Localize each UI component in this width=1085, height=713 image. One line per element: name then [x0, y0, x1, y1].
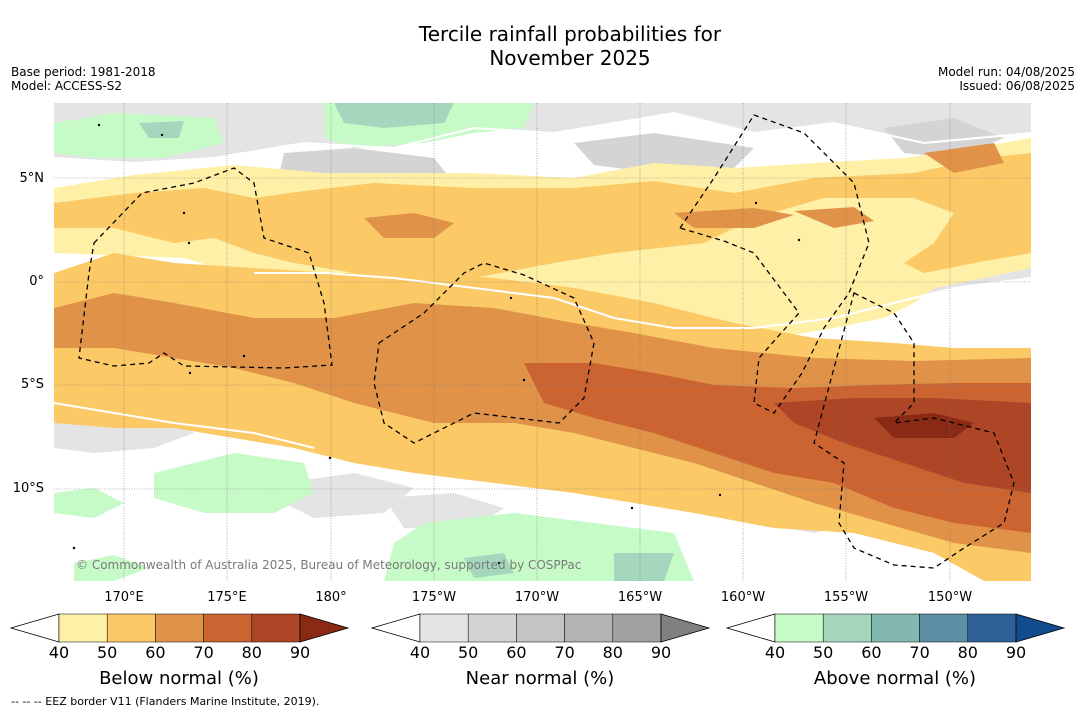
metadata-right: Model run: 04/08/2025 Issued: 06/08/2025 [938, 65, 1075, 93]
above-normal-regions [54, 103, 694, 581]
lat-label-5s: 5°S [20, 377, 44, 392]
colorbar-above-segment [919, 613, 969, 643]
colorbar-below-segment [58, 613, 108, 643]
colorbar-below-high-extension [299, 613, 350, 643]
colorbar-above-segment [822, 613, 872, 643]
colorbar-near-segment [516, 613, 565, 643]
colorbar-tick-label: 80 [241, 643, 262, 662]
below-normal-label: Below normal (%) [99, 668, 259, 689]
chart-title: Tercile rainfall probabilities for Novem… [0, 22, 1085, 70]
lat-label-0: 0° [29, 274, 44, 289]
colorbar-tick-label: 70 [909, 643, 930, 662]
colorbar-below-segment [203, 613, 253, 643]
lon-label-170e: 170°E [104, 590, 144, 605]
lon-label-175w: 175°W [411, 590, 457, 605]
issued-date: Issued: 06/08/2025 [959, 79, 1075, 93]
rainfall-probability-map: © Commonwealth of Australia 2025, Bureau… [54, 103, 1031, 581]
colorbar-tick-label: 70 [193, 643, 214, 662]
colorbar-tick-label: 60 [861, 643, 882, 662]
copyright-notice: © Commonwealth of Australia 2025, Bureau… [76, 558, 581, 572]
colorbar-near-low-extension [370, 613, 421, 643]
colorbar-tick-label: 50 [458, 643, 479, 662]
colorbar-tick-label: 80 [602, 643, 623, 662]
base-period: Base period: 1981-2018 [11, 65, 156, 79]
islands [72, 123, 801, 565]
colorbar-below-segment [106, 613, 156, 643]
graticule [54, 103, 1031, 581]
colorbar-tick-label: 60 [145, 643, 166, 662]
metadata-left: Base period: 1981-2018 Model: ACCESS-S2 [11, 65, 156, 93]
colorbar-tick-label: 50 [97, 643, 118, 662]
colorbar-above-segment [871, 613, 920, 643]
colorbar-tick-label: 90 [289, 643, 311, 662]
model-name: Model: ACCESS-S2 [11, 79, 123, 93]
lon-label-160w: 160°W [720, 590, 766, 605]
colorbar-above-low-extension [725, 613, 776, 643]
colorbar-tick-label: 70 [554, 643, 575, 662]
eez-legend-note: -- -- -- EEZ border V11 (Flanders Marine… [11, 695, 320, 708]
colorbar-tick-label: 90 [650, 643, 672, 662]
colorbar-near-normal [370, 613, 711, 643]
below-normal-regions [54, 138, 1031, 581]
colorbar-tick-label: 40 [48, 643, 70, 662]
title-line-2: November 2025 [489, 46, 651, 70]
colorbar-tick-label: 90 [1005, 643, 1027, 662]
colorbar-tick-label: 60 [506, 643, 527, 662]
lon-label-175e: 175°E [207, 590, 247, 605]
colorbar-near-segment [467, 613, 517, 643]
colorbar-near-high-extension [660, 613, 711, 643]
colorbar-tick-label: 40 [409, 643, 431, 662]
colorbar-above-segment [967, 613, 1017, 643]
lon-label-180: 180° [315, 590, 347, 605]
near-normal-label: Near normal (%) [465, 668, 615, 689]
colorbar-near-segment [419, 613, 469, 643]
colorbar-tick-label: 50 [813, 643, 834, 662]
above-normal-label: Above normal (%) [813, 668, 977, 689]
lon-label-170w: 170°W [514, 590, 560, 605]
lon-label-165w: 165°W [617, 590, 663, 605]
lon-label-155w: 155°W [823, 590, 869, 605]
colorbars [9, 613, 1066, 643]
colorbar-tick-label: 40 [764, 643, 786, 662]
model-run-date: Model run: 04/08/2025 [937, 65, 1075, 79]
colorbar-below-low-extension [9, 613, 60, 643]
colorbar-below-segment [155, 613, 204, 643]
colorbar-below-segment [251, 613, 301, 643]
colorbar-tick-label: 80 [957, 643, 978, 662]
colorbar-above-normal [725, 613, 1066, 643]
contour-lines [54, 111, 1031, 449]
lat-label-5n: 5°N [19, 171, 45, 186]
eez-borders [78, 114, 1015, 569]
lon-label-150w: 150°W [927, 590, 973, 605]
lat-label-10s: 10°S [12, 481, 44, 496]
colorbar-near-segment [612, 613, 662, 643]
title-line-1: Tercile rainfall probabilities for [418, 22, 722, 46]
colorbar-near-segment [564, 613, 614, 643]
colorbar-above-high-extension [1015, 613, 1066, 643]
colorbar-above-segment [774, 613, 824, 643]
colorbar-below-normal [9, 613, 350, 643]
